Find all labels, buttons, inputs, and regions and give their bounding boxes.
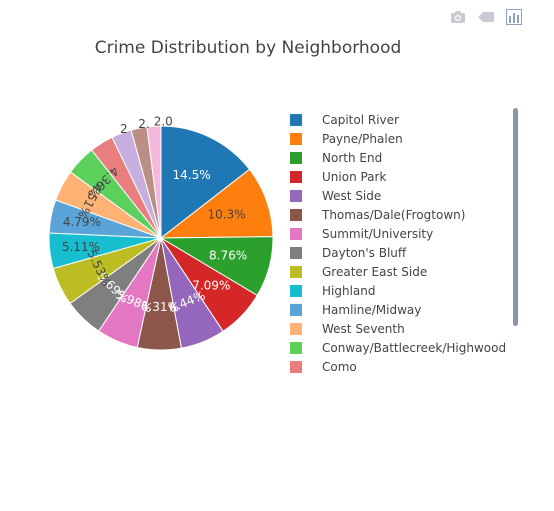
legend-item[interactable]: Hamline/Midway [290, 300, 516, 319]
legend-label: Capitol River [322, 112, 399, 127]
legend-item[interactable]: West Side [290, 186, 516, 205]
legend-swatch [290, 303, 302, 316]
slice-label: 6.31% [141, 300, 179, 315]
legend-swatch [290, 360, 302, 373]
legend-item[interactable]: Capitol River [290, 110, 516, 129]
legend-item[interactable]: Como [290, 357, 516, 376]
legend-swatch [290, 132, 302, 145]
modebar [448, 8, 524, 26]
pie-slice[interactable] [159, 168, 274, 239]
slice-label: 2.0 [154, 115, 173, 129]
legend-swatch [290, 113, 302, 126]
slice-label: 5.11% [62, 240, 100, 254]
legend-swatch [290, 341, 302, 354]
slice-label: 8.76% [209, 249, 247, 263]
pie-slice[interactable] [160, 125, 251, 240]
camera-icon[interactable] [448, 8, 468, 26]
legend-swatch [290, 151, 302, 164]
legend-label: Union Park [322, 169, 387, 184]
legend-label: Greater East Side [322, 264, 428, 279]
legend-item[interactable]: North End [290, 148, 516, 167]
pan-icon[interactable] [476, 8, 496, 26]
legend-item[interactable]: Conway/Battlecreek/Highwood [290, 338, 516, 357]
legend-scrollbar[interactable] [513, 108, 518, 326]
legend-label: North End [322, 150, 383, 165]
legend-item[interactable]: Union Park [290, 167, 516, 186]
slice-label: 2. [138, 117, 149, 131]
slice-label: 10.3% [208, 208, 246, 222]
legend-item[interactable]: Payne/Phalen [290, 129, 516, 148]
slice-label: 2 [120, 122, 128, 136]
legend-swatch [290, 322, 302, 335]
legend-label: West Side [322, 188, 382, 203]
legend-swatch [290, 227, 302, 240]
legend-swatch [290, 189, 302, 202]
legend-label: Payne/Phalen [322, 131, 403, 146]
legend-label: Hamline/Midway [322, 302, 422, 317]
legend-swatch [290, 284, 302, 297]
legend-label: West Seventh [322, 321, 405, 336]
pie-slice[interactable] [146, 125, 162, 239]
legend-swatch [290, 265, 302, 278]
legend-item[interactable]: Thomas/Dale(Frogtown) [290, 205, 516, 224]
legend-item[interactable]: Summit/University [290, 224, 516, 243]
legend-item[interactable]: Highland [290, 281, 516, 300]
slice-label: 14.5% [173, 168, 211, 182]
slice-label: 7.09% [192, 278, 230, 292]
slice-label: 4.79% [63, 215, 101, 229]
legend-item[interactable]: West Seventh [290, 319, 516, 338]
legend-label: Como [322, 359, 357, 374]
legend: Capitol River Payne/Phalen North End Union … [290, 110, 516, 380]
legend-swatch [290, 246, 302, 259]
legend-label: Dayton's Bluff [322, 245, 407, 260]
chart-title: Crime Distribution by Neighborhood [94, 38, 402, 58]
legend-label: Summit/University [322, 226, 434, 241]
legend-item[interactable]: Dayton's Bluff [290, 243, 516, 262]
legend-swatch [290, 208, 302, 221]
legend-label: Conway/Battlecreek/Highwood [322, 340, 507, 355]
legend-item[interactable]: Greater East Side [290, 262, 516, 281]
legend-swatch [290, 170, 302, 183]
chart-bars-icon[interactable] [504, 8, 524, 26]
legend-label: Highland [322, 283, 376, 298]
legend-label: Thomas/Dale(Frogtown) [322, 207, 466, 222]
